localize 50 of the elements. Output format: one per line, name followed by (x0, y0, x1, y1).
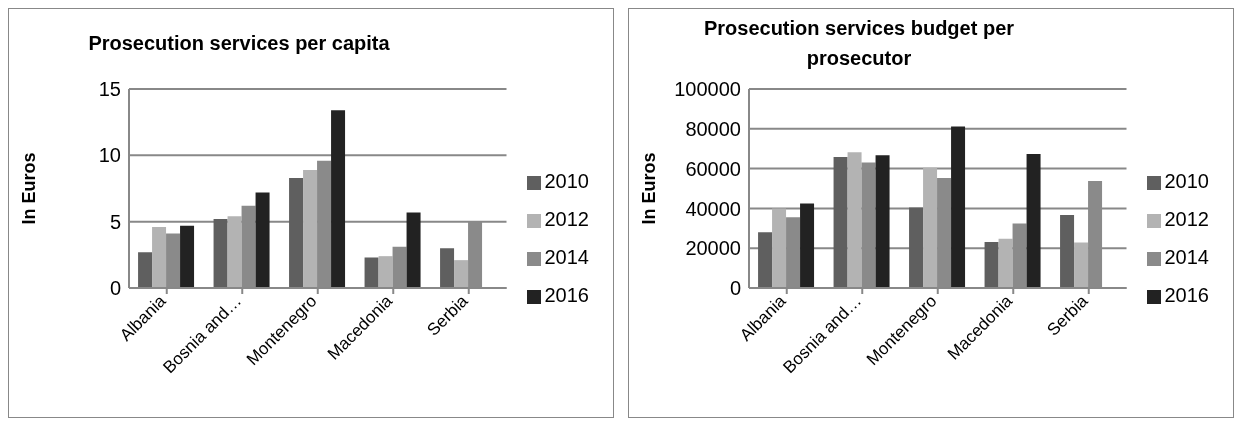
bar (833, 157, 848, 288)
bar (1060, 214, 1075, 288)
y-tick-label: 80000 (685, 117, 741, 140)
legend-label: 2014 (544, 246, 589, 268)
chart-title: Prosecution services per capita (87, 31, 391, 56)
bar (800, 203, 815, 288)
legend-label: 2012 (544, 208, 589, 230)
bar (331, 110, 346, 288)
legend-label: 2012 (1164, 208, 1209, 230)
bar (1074, 242, 1089, 288)
y-tick-label: 100000 (674, 78, 741, 101)
legend-label: 2010 (544, 170, 589, 192)
bar (923, 167, 938, 288)
bar (180, 225, 195, 288)
bar (364, 257, 379, 288)
bar (758, 232, 773, 288)
bar (875, 155, 890, 288)
bar (255, 192, 270, 288)
y-tick-label: 5 (109, 210, 121, 233)
y-tick-label: 0 (109, 277, 121, 300)
bar (152, 226, 167, 288)
y-axis-title: In Euros (19, 152, 40, 225)
y-tick-label: 15 (98, 78, 121, 101)
y-tick-label: 10 (98, 144, 121, 167)
bar (378, 256, 393, 288)
bar (406, 212, 421, 288)
y-axis-title: In Euros (639, 152, 660, 225)
bar (909, 207, 924, 288)
y-tick-label: 60000 (685, 157, 741, 180)
bar (998, 238, 1013, 288)
bar (213, 219, 228, 288)
chart-title: Prosecution services budget per prosecutor (702, 16, 1016, 71)
bar (303, 169, 318, 288)
bar (440, 248, 455, 288)
y-tick-label: 20000 (685, 237, 741, 260)
bar (454, 260, 469, 288)
y-tick-label: 0 (729, 277, 741, 300)
bar (138, 252, 153, 288)
legend-label: 2016 (1164, 284, 1209, 306)
legend-label: 2010 (1164, 170, 1209, 192)
bar (289, 177, 304, 288)
bar (847, 152, 862, 288)
y-tick-label: 40000 (685, 197, 741, 220)
bar (1026, 154, 1041, 288)
bar (772, 208, 787, 288)
legend-label: 2014 (1164, 246, 1209, 268)
bar (951, 126, 966, 288)
bar (984, 242, 999, 288)
legend-label: 2016 (544, 284, 589, 306)
bar (227, 216, 242, 288)
